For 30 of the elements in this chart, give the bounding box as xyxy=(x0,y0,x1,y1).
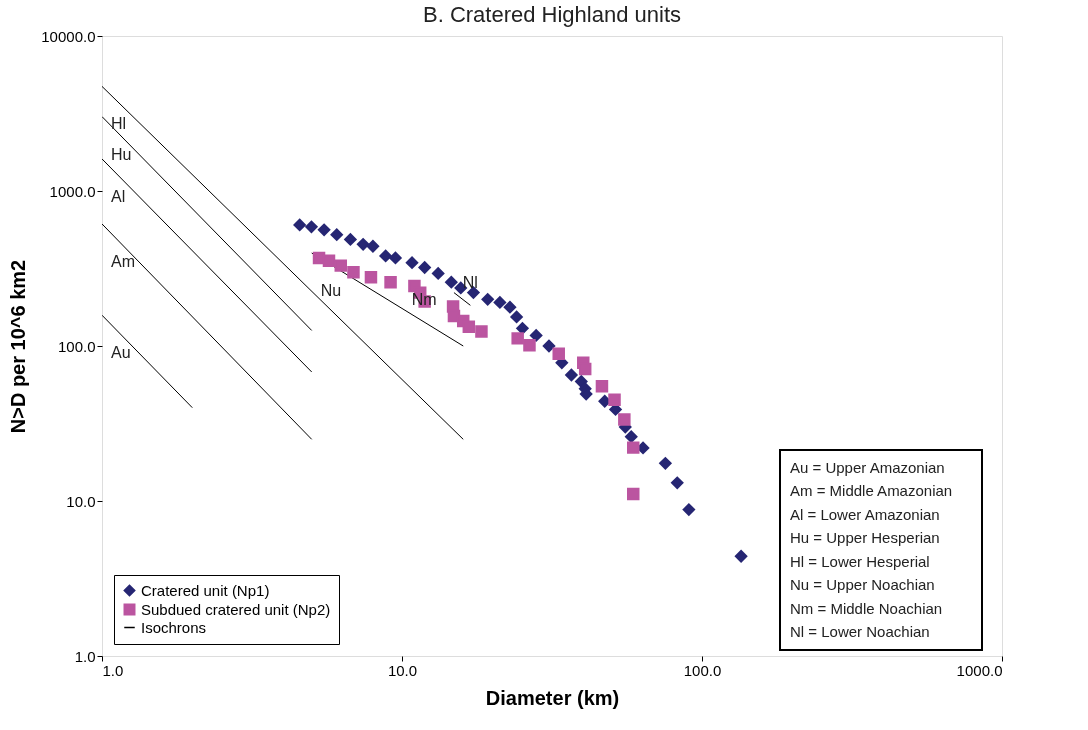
legend-label: Subdued cratered unit (Np2) xyxy=(141,600,331,618)
chart-title: B. Cratered Highland units xyxy=(422,2,682,27)
annotation: Au = Upper Amazonian xyxy=(790,458,945,476)
x-tick-label: 10.0 xyxy=(387,661,418,679)
annotation: Hu = Upper Hesperian xyxy=(790,529,940,547)
y-tick-label: 1.0 xyxy=(74,647,96,665)
y-tick-label: 10.0 xyxy=(66,492,96,510)
annotation: Nu = Upper Noachian xyxy=(790,576,935,594)
annotation: Am xyxy=(111,252,135,270)
annotation: Nm = Middle Noachian xyxy=(790,599,943,617)
annotation: Nl = Lower Noachian xyxy=(790,623,930,641)
annotation: Hu xyxy=(111,145,132,163)
y-axis-title: N>D per 10^6 km2 xyxy=(7,259,30,434)
y-tick-label: 1000.0 xyxy=(49,182,96,200)
annotation: Hl = Lower Hesperial xyxy=(790,552,930,570)
x-tick-label: 1.0 xyxy=(102,661,124,679)
annotation: Al = Lower Amazonian xyxy=(790,505,940,523)
legend-label: Cratered unit (Np1) xyxy=(141,581,270,599)
y-tick-label: 10000.0 xyxy=(41,27,96,45)
annotation: Hl xyxy=(111,115,127,133)
annotation: Am = Middle Amazonian xyxy=(790,482,953,500)
x-tick-label: 1000.0 xyxy=(956,661,1003,679)
annotation: Al xyxy=(111,187,126,205)
annotation: Au xyxy=(111,344,131,362)
legend-label: Isochrons xyxy=(141,618,207,636)
x-tick-label: 100.0 xyxy=(683,661,722,679)
annotation: Nu xyxy=(320,282,342,300)
x-axis-title: Diameter (km) xyxy=(485,686,620,709)
annotation: Nl xyxy=(462,274,478,292)
y-tick-label: 100.0 xyxy=(57,337,96,355)
